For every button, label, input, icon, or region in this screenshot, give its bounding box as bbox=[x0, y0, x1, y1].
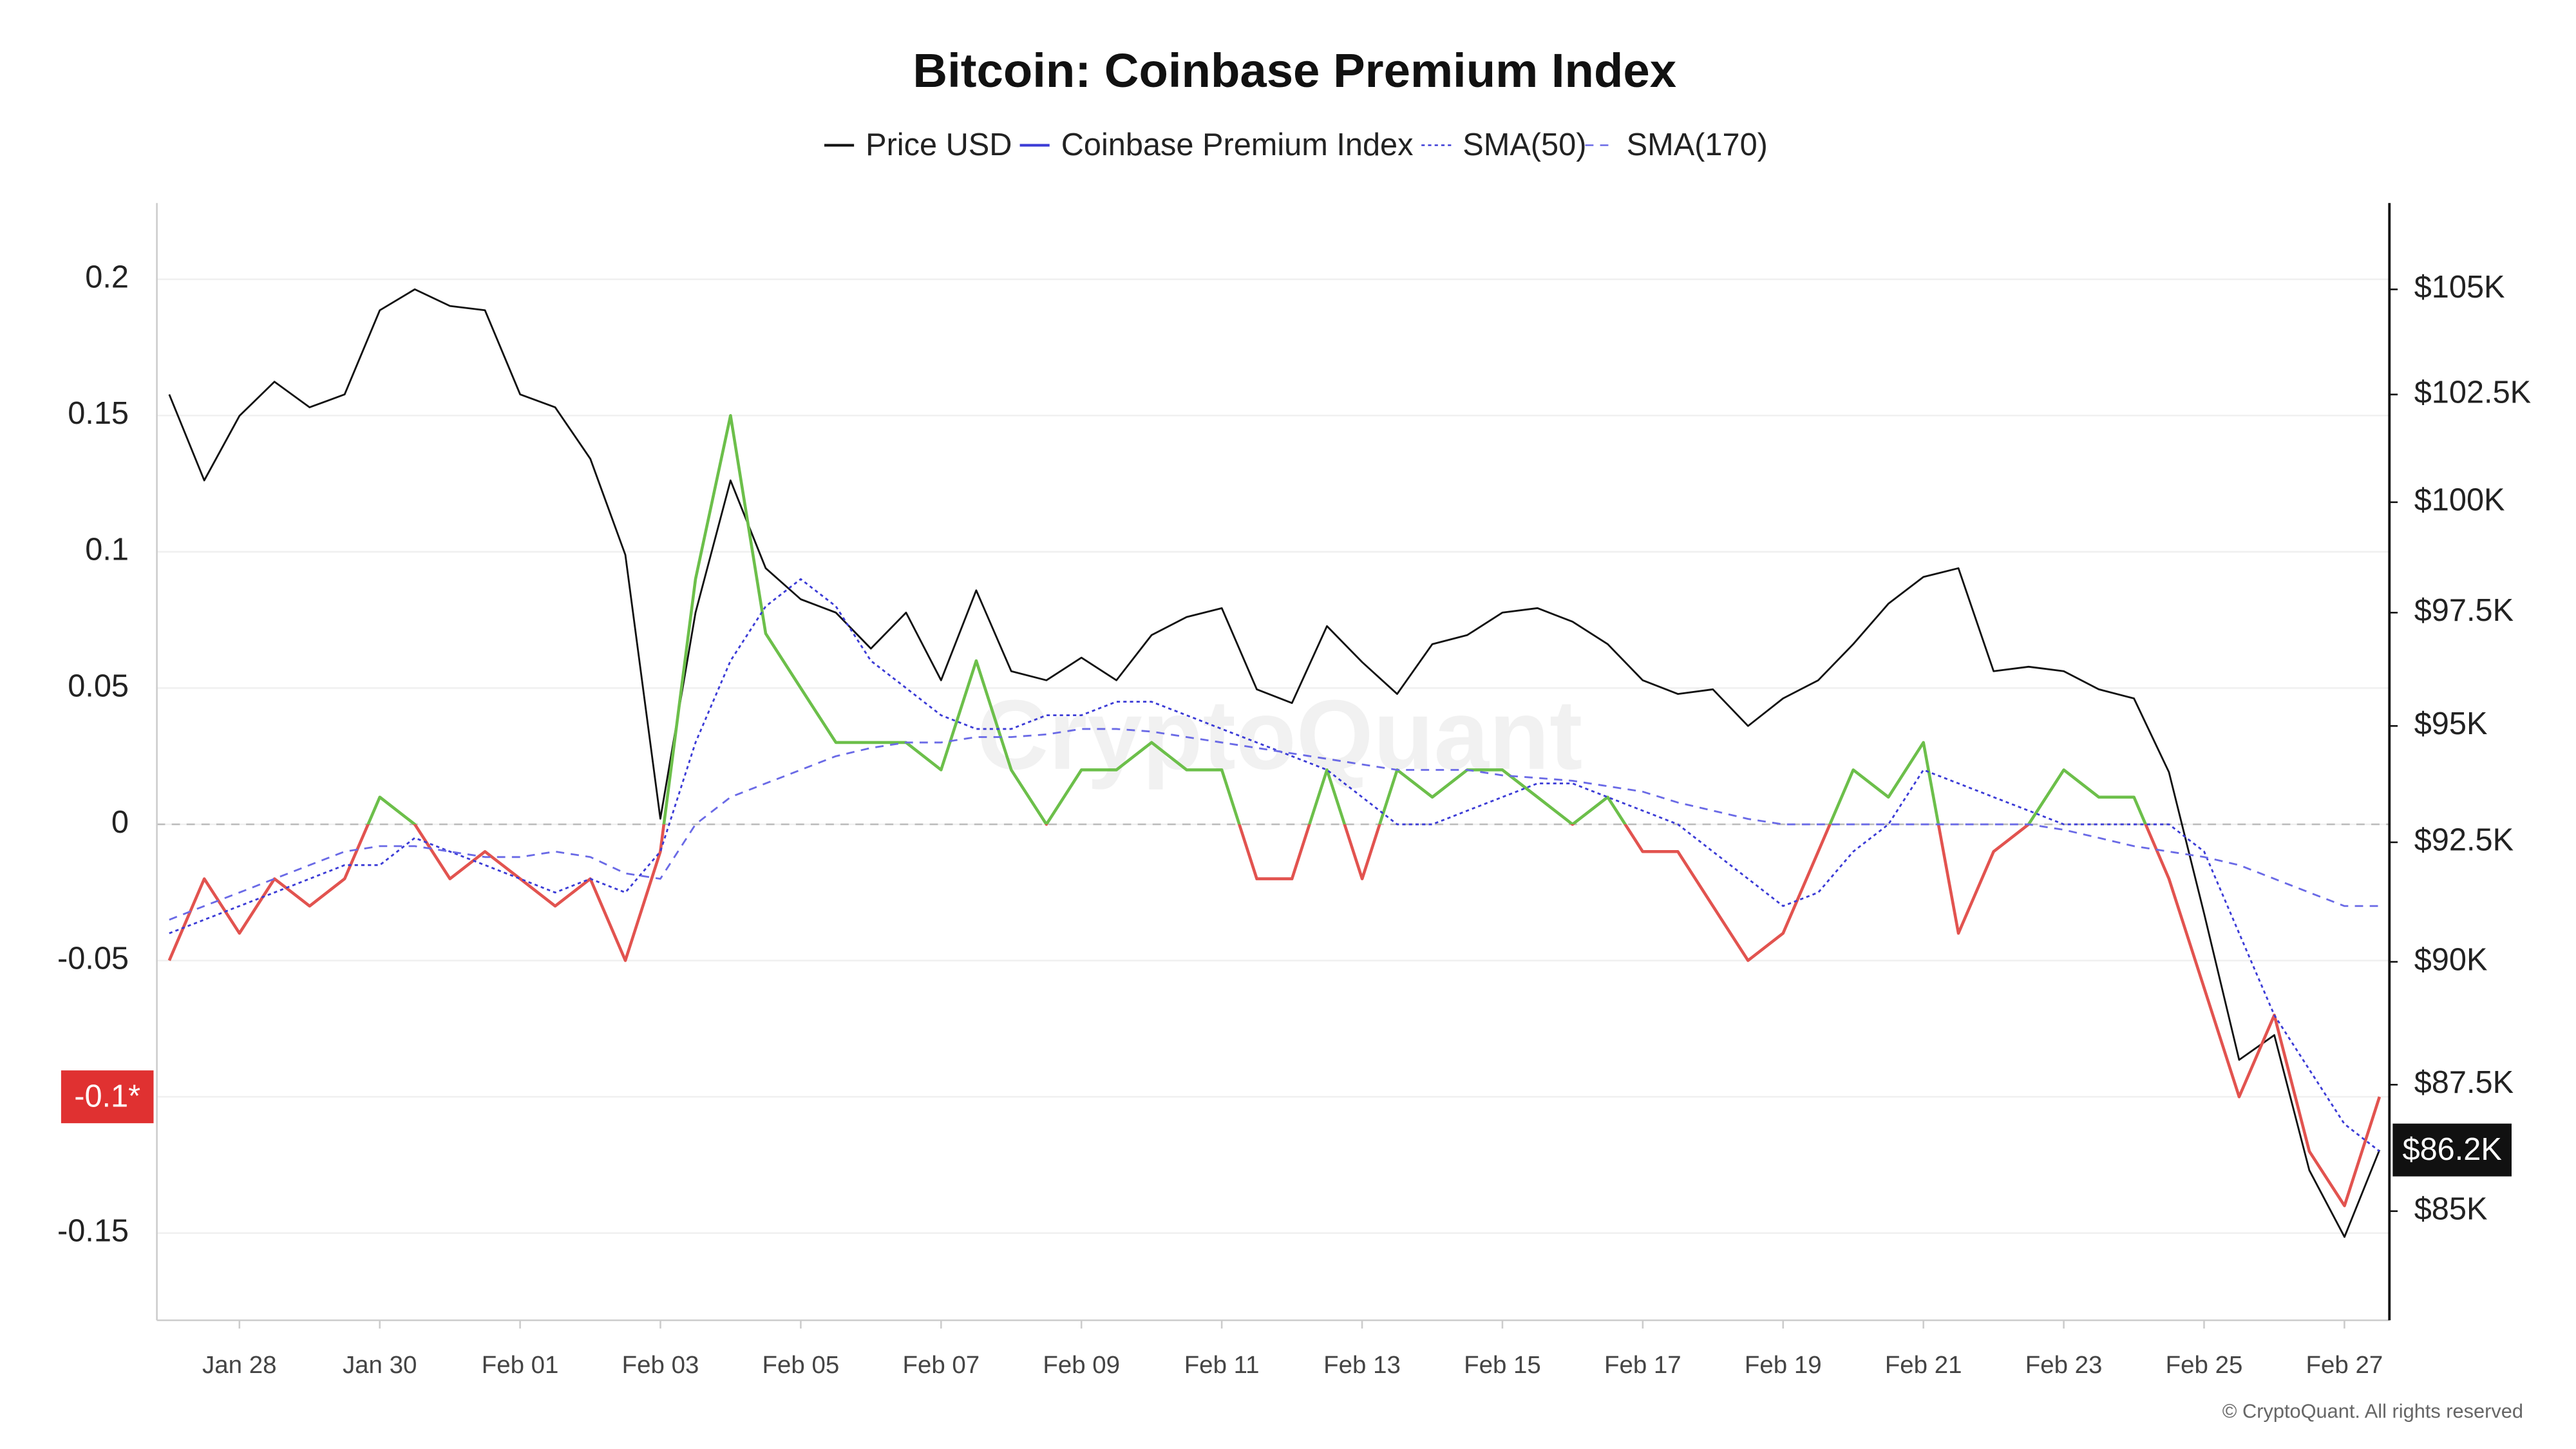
x-tick-label: Feb 15 bbox=[1464, 1351, 1541, 1379]
x-tick-label: Feb 13 bbox=[1323, 1351, 1401, 1379]
y-tick-label: 0.2 bbox=[85, 260, 129, 295]
x-tick-label: Jan 30 bbox=[343, 1351, 417, 1379]
y2-tick-label: $102.5K bbox=[2414, 375, 2531, 410]
x-tick-label: Feb 27 bbox=[2306, 1351, 2383, 1379]
x-tick-label: Feb 23 bbox=[2025, 1351, 2103, 1379]
series-line bbox=[167, 413, 2382, 1208]
y2-tick-label: $95K bbox=[2414, 706, 2488, 741]
x-tick-label: Feb 25 bbox=[2166, 1351, 2243, 1379]
x-tick-label: Feb 09 bbox=[1043, 1351, 1120, 1379]
legend-label: SMA(170) bbox=[1627, 128, 1768, 162]
y2-tick-label: $85K bbox=[2414, 1192, 2488, 1227]
x-tick-label: Feb 21 bbox=[1885, 1351, 1962, 1379]
x-tick-label: Feb 03 bbox=[622, 1351, 699, 1379]
y2-tick-label: $100K bbox=[2414, 483, 2505, 518]
y2-tick-label: $90K bbox=[2414, 942, 2488, 977]
legend-label: Price USD bbox=[866, 128, 1012, 162]
series-line bbox=[168, 288, 2381, 1238]
y-tick-label: -0.05 bbox=[57, 941, 129, 976]
legend-label: Coinbase Premium Index bbox=[1061, 128, 1414, 162]
x-tick-label: Feb 19 bbox=[1745, 1351, 1822, 1379]
chart-title: Bitcoin: Coinbase Premium Index bbox=[913, 44, 1676, 97]
y-marker-label: -0.1* bbox=[74, 1079, 140, 1114]
y-marker-box bbox=[61, 1070, 154, 1124]
y2-marker-label: $86.2K bbox=[2403, 1132, 2502, 1167]
x-tick-label: Feb 17 bbox=[1604, 1351, 1681, 1379]
y-tick-label: 0.05 bbox=[68, 668, 129, 703]
legend-label: SMA(50) bbox=[1463, 128, 1586, 162]
y-tick-label: 0.15 bbox=[68, 396, 129, 431]
credit: © CryptoQuant. All rights reserved bbox=[2222, 1400, 2523, 1423]
y2-tick-label: $97.5K bbox=[2414, 593, 2514, 628]
y2-tick-label: $87.5K bbox=[2414, 1065, 2514, 1100]
watermark: CryptoQuant bbox=[977, 679, 1582, 790]
x-tick-label: Feb 07 bbox=[902, 1351, 980, 1379]
y-tick-label: 0 bbox=[111, 805, 129, 840]
x-tick-label: Feb 01 bbox=[482, 1351, 559, 1379]
series-line bbox=[169, 728, 2380, 921]
series-line bbox=[169, 578, 2380, 1152]
y-tick-label: 0.1 bbox=[85, 533, 129, 567]
x-tick-label: Jan 28 bbox=[202, 1351, 276, 1379]
y2-tick-label: $92.5K bbox=[2414, 823, 2514, 858]
y2-tick-label: $105K bbox=[2414, 270, 2505, 305]
y-tick-label: -0.15 bbox=[57, 1214, 129, 1249]
x-tick-label: Feb 11 bbox=[1184, 1351, 1260, 1379]
x-tick-label: Feb 05 bbox=[762, 1351, 840, 1379]
y2-marker-box bbox=[2392, 1123, 2512, 1177]
